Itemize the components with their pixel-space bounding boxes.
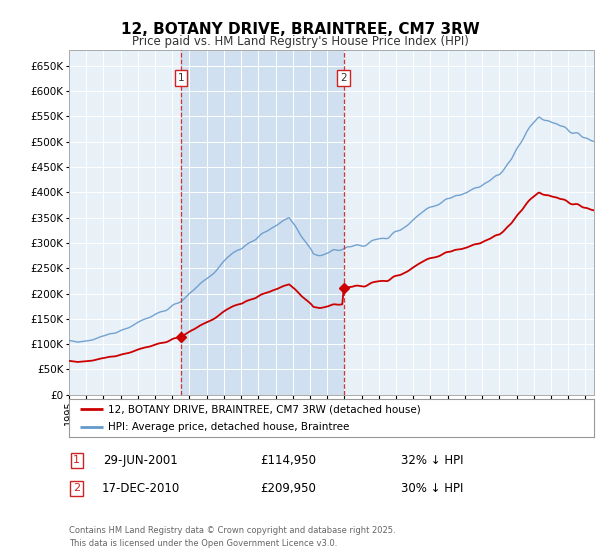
Text: Price paid vs. HM Land Registry's House Price Index (HPI): Price paid vs. HM Land Registry's House … bbox=[131, 35, 469, 48]
Text: 2: 2 bbox=[340, 73, 347, 83]
Text: £114,950: £114,950 bbox=[260, 454, 316, 467]
Text: 12, BOTANY DRIVE, BRAINTREE, CM7 3RW: 12, BOTANY DRIVE, BRAINTREE, CM7 3RW bbox=[121, 22, 479, 38]
Text: £209,950: £209,950 bbox=[260, 482, 316, 495]
Text: 17-DEC-2010: 17-DEC-2010 bbox=[102, 482, 180, 495]
Text: 32% ↓ HPI: 32% ↓ HPI bbox=[401, 454, 463, 467]
Text: HPI: Average price, detached house, Braintree: HPI: Average price, detached house, Brai… bbox=[109, 422, 350, 432]
Text: 12, BOTANY DRIVE, BRAINTREE, CM7 3RW (detached house): 12, BOTANY DRIVE, BRAINTREE, CM7 3RW (de… bbox=[109, 404, 421, 414]
Text: 1: 1 bbox=[178, 73, 184, 83]
Text: Contains HM Land Registry data © Crown copyright and database right 2025.
This d: Contains HM Land Registry data © Crown c… bbox=[69, 526, 395, 548]
Text: 1: 1 bbox=[73, 455, 80, 465]
Text: 29-JUN-2001: 29-JUN-2001 bbox=[104, 454, 178, 467]
Text: 2: 2 bbox=[73, 483, 80, 493]
Text: 30% ↓ HPI: 30% ↓ HPI bbox=[401, 482, 463, 495]
Bar bbox=[181, 50, 344, 395]
